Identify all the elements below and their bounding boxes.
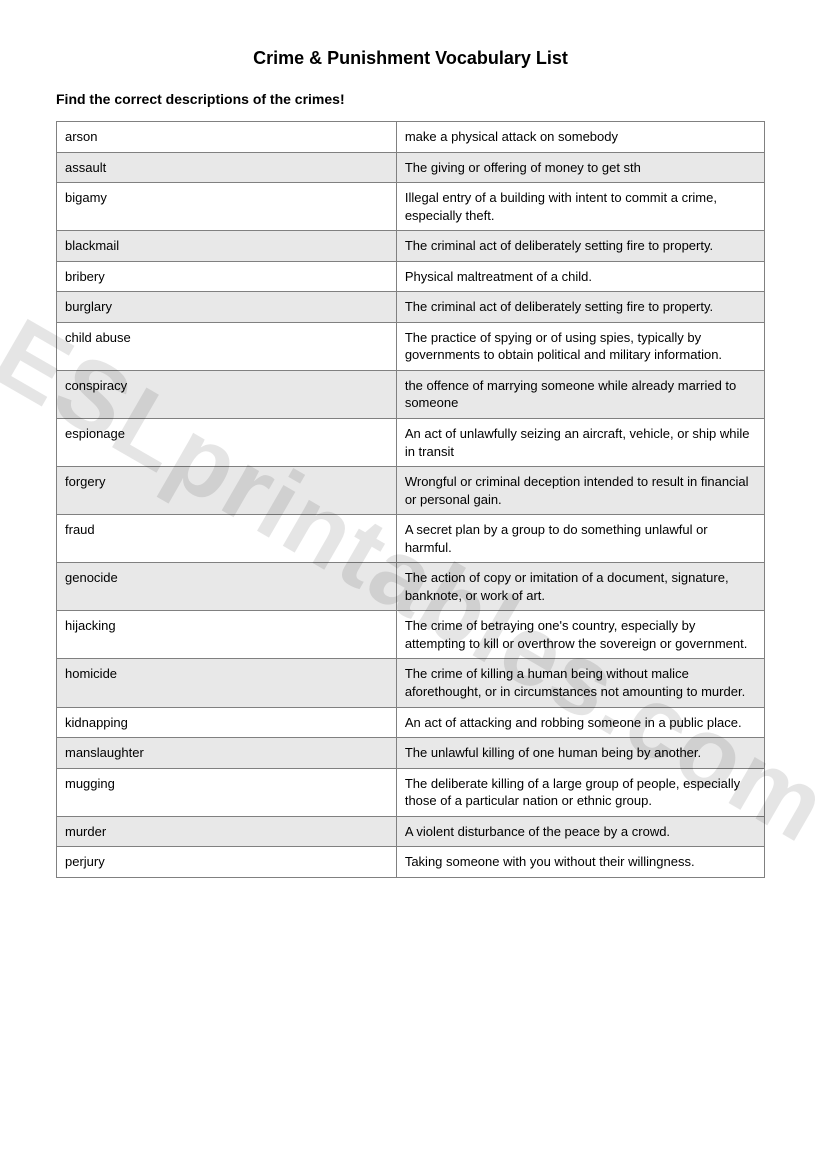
definition-cell: Illegal entry of a building with intent … (396, 183, 764, 231)
term-cell: burglary (57, 292, 397, 323)
document-page: Crime & Punishment Vocabulary List Find … (0, 0, 821, 918)
term-cell: assault (57, 152, 397, 183)
definition-cell: The crime of killing a human being witho… (396, 659, 764, 707)
term-cell: murder (57, 816, 397, 847)
term-cell: child abuse (57, 322, 397, 370)
definition-cell: Wrongful or criminal deception intended … (396, 467, 764, 515)
term-cell: hijacking (57, 611, 397, 659)
term-cell: bribery (57, 261, 397, 292)
definition-cell: The giving or offering of money to get s… (396, 152, 764, 183)
term-cell: fraud (57, 515, 397, 563)
table-row: muggingThe deliberate killing of a large… (57, 768, 765, 816)
table-row: manslaughterThe unlawful killing of one … (57, 738, 765, 769)
definition-cell: The crime of betraying one's country, es… (396, 611, 764, 659)
term-cell: genocide (57, 563, 397, 611)
table-row: briberyPhysical maltreatment of a child. (57, 261, 765, 292)
definition-cell: The deliberate killing of a large group … (396, 768, 764, 816)
definition-cell: The practice of spying or of using spies… (396, 322, 764, 370)
definition-cell: A secret plan by a group to do something… (396, 515, 764, 563)
term-cell: blackmail (57, 231, 397, 262)
table-row: espionageAn act of unlawfully seizing an… (57, 419, 765, 467)
term-cell: manslaughter (57, 738, 397, 769)
page-title: Crime & Punishment Vocabulary List (56, 48, 765, 69)
term-cell: bigamy (57, 183, 397, 231)
term-cell: perjury (57, 847, 397, 878)
vocabulary-table-body: arsonmake a physical attack on somebodya… (57, 122, 765, 878)
vocabulary-table: arsonmake a physical attack on somebodya… (56, 121, 765, 878)
table-row: assaultThe giving or offering of money t… (57, 152, 765, 183)
term-cell: mugging (57, 768, 397, 816)
table-row: arsonmake a physical attack on somebody (57, 122, 765, 153)
table-row: genocideThe action of copy or imitation … (57, 563, 765, 611)
definition-cell: An act of attacking and robbing someone … (396, 707, 764, 738)
definition-cell: The action of copy or imitation of a doc… (396, 563, 764, 611)
definition-cell: Taking someone with you without their wi… (396, 847, 764, 878)
table-row: fraudA secret plan by a group to do some… (57, 515, 765, 563)
table-row: burglaryThe criminal act of deliberately… (57, 292, 765, 323)
definition-cell: An act of unlawfully seizing an aircraft… (396, 419, 764, 467)
definition-cell: A violent disturbance of the peace by a … (396, 816, 764, 847)
definition-cell: The criminal act of deliberately setting… (396, 231, 764, 262)
page-subtitle: Find the correct descriptions of the cri… (56, 91, 765, 107)
table-row: child abuseThe practice of spying or of … (57, 322, 765, 370)
term-cell: homicide (57, 659, 397, 707)
definition-cell: the offence of marrying someone while al… (396, 370, 764, 418)
table-row: blackmailThe criminal act of deliberatel… (57, 231, 765, 262)
definition-cell: The unlawful killing of one human being … (396, 738, 764, 769)
table-row: homicideThe crime of killing a human bei… (57, 659, 765, 707)
table-row: kidnappingAn act of attacking and robbin… (57, 707, 765, 738)
table-row: perjuryTaking someone with you without t… (57, 847, 765, 878)
definition-cell: The criminal act of deliberately setting… (396, 292, 764, 323)
table-row: bigamyIllegal entry of a building with i… (57, 183, 765, 231)
term-cell: espionage (57, 419, 397, 467)
table-row: conspiracythe offence of marrying someon… (57, 370, 765, 418)
definition-cell: make a physical attack on somebody (396, 122, 764, 153)
table-row: murderA violent disturbance of the peace… (57, 816, 765, 847)
term-cell: arson (57, 122, 397, 153)
table-row: forgeryWrongful or criminal deception in… (57, 467, 765, 515)
term-cell: conspiracy (57, 370, 397, 418)
table-row: hijackingThe crime of betraying one's co… (57, 611, 765, 659)
term-cell: kidnapping (57, 707, 397, 738)
definition-cell: Physical maltreatment of a child. (396, 261, 764, 292)
term-cell: forgery (57, 467, 397, 515)
